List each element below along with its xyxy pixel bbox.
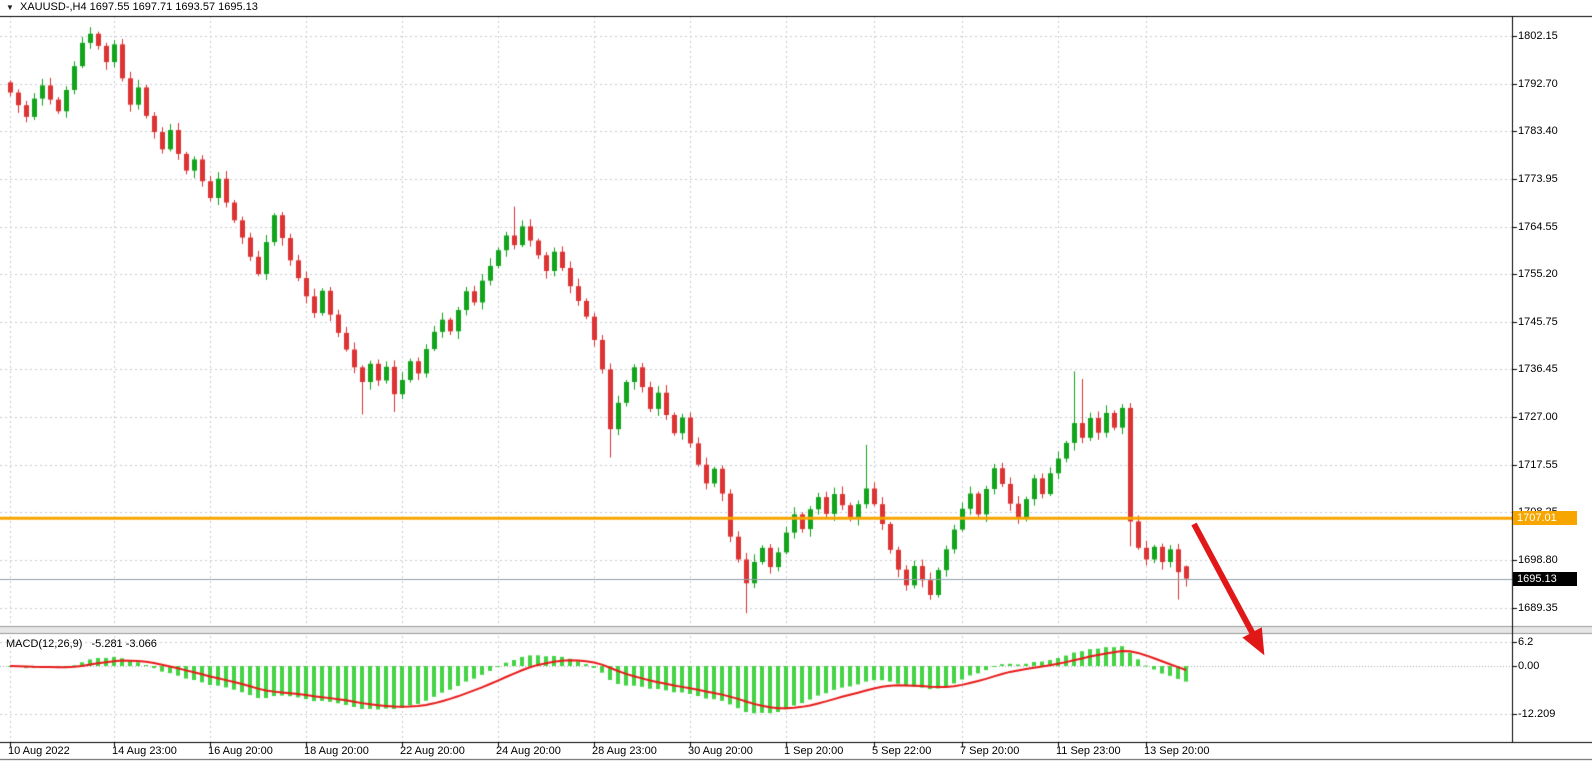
price-tick-label: 1783.40 xyxy=(1518,125,1558,138)
price-tick-label: 1745.75 xyxy=(1518,315,1558,328)
time-axis[interactable]: 10 Aug 2022 14 Aug 23:00 16 Aug 20:00 18 Au… xyxy=(0,742,1512,762)
price-tick-label: 1689.35 xyxy=(1518,601,1558,614)
symbol-name: XAUUSD-,H4 xyxy=(19,1,87,13)
time-tick-label: 11 Sep 23:00 xyxy=(1056,745,1121,757)
time-tick-label: 1 Sep 20:00 xyxy=(784,745,844,757)
symbol-header: ▼ XAUUSD-,H4 1697.55 1697.71 1693.57 169… xyxy=(6,1,258,13)
price-axis[interactable]: 1802.15 1792.70 1783.40 1773.95 1764.55 1755.… xyxy=(1512,0,1592,772)
trend-arrow-shaft[interactable] xyxy=(1191,522,1265,656)
price-tick-label: 1727.00 xyxy=(1518,411,1558,423)
price-tick-label: 1698.80 xyxy=(1518,553,1558,566)
macd-tick-label: 0.00 xyxy=(1518,660,1540,672)
symbol-ohlc-values: 1697.55 1697.71 1693.57 1695.13 xyxy=(89,1,258,13)
macd-tick-label: 6.2 xyxy=(1518,635,1534,648)
trend-arrow[interactable] xyxy=(1180,510,1300,670)
macd-indicator-label: MACD(12,26,9) -5.281 -3.066 xyxy=(6,638,163,650)
hline-price-tag[interactable]: 1707.01 xyxy=(1513,511,1577,526)
price-tick-label: 1792.70 xyxy=(1518,77,1558,90)
time-tick-label: 22 Aug 20:00 xyxy=(400,745,465,757)
time-tick-label: 28 Aug 23:00 xyxy=(592,745,657,757)
macd-values: -5.281 -3.066 xyxy=(91,638,157,650)
time-tick-label: 10 Aug 2022 xyxy=(8,745,70,757)
price-tick-label: 1773.95 xyxy=(1518,172,1558,185)
symbol-dropdown-icon[interactable]: ▼ xyxy=(6,3,14,12)
price-tick-label: 1755.20 xyxy=(1518,268,1558,281)
macd-name: MACD(12,26,9) xyxy=(6,638,83,650)
time-tick-label: 30 Aug 20:00 xyxy=(688,745,753,757)
current-price-tag: 1695.13 xyxy=(1513,571,1577,586)
price-tick-label: 1802.15 xyxy=(1518,30,1558,42)
time-tick-label: 7 Sep 20:00 xyxy=(960,745,1020,757)
time-tick-label: 5 Sep 22:00 xyxy=(872,745,932,757)
time-tick-label: 24 Aug 20:00 xyxy=(496,745,561,757)
time-tick-label: 14 Aug 23:00 xyxy=(112,745,177,757)
time-tick-label: 16 Aug 20:00 xyxy=(208,745,273,757)
time-tick-label: 18 Aug 20:00 xyxy=(304,745,369,757)
macd-tick-label: -12.209 xyxy=(1518,707,1556,720)
price-tick-label: 1736.45 xyxy=(1518,363,1558,376)
price-tick-label: 1717.55 xyxy=(1518,458,1558,471)
time-tick-label: 13 Sep 20:00 xyxy=(1144,745,1210,757)
price-tick-label: 1764.55 xyxy=(1518,220,1558,233)
